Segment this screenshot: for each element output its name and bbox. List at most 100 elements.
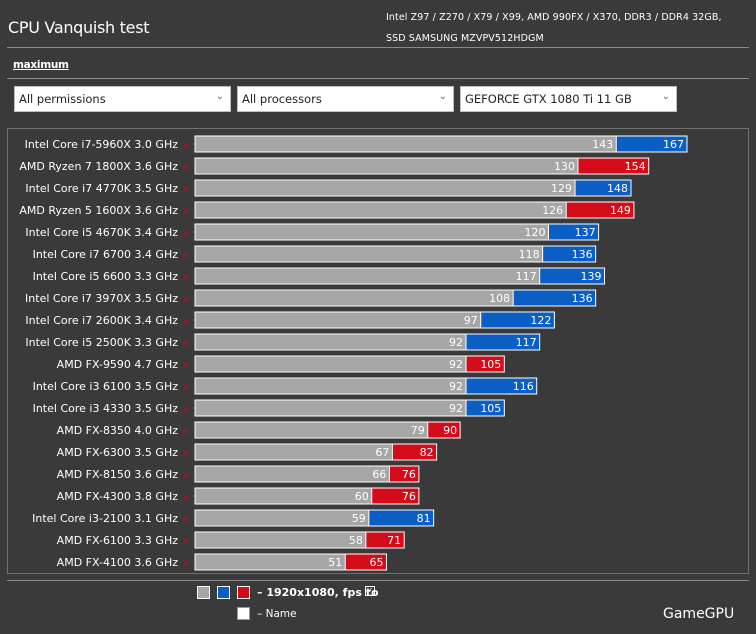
bar-min [194, 399, 467, 417]
value-label-min: 129 [551, 182, 572, 195]
cpu-label: Intel Core i7-5960X 3.0 GHz [25, 138, 179, 151]
bar-min [194, 465, 390, 483]
remove-icon: × [182, 339, 190, 349]
bar-min [194, 377, 467, 395]
name-checkbox[interactable] [237, 607, 250, 620]
remove-icon: × [182, 185, 190, 195]
value-label-max: 105 [480, 358, 501, 371]
bar-min [194, 333, 467, 351]
value-label-min: 92 [449, 380, 463, 393]
cpu-label: Intel Core i3 6100 3.5 GHz [33, 380, 179, 393]
cpu-label: Intel Core i5 6600 3.3 GHz [33, 270, 179, 283]
remove-icon: × [182, 405, 190, 415]
legend-swatch-intel [217, 586, 230, 599]
permissions-dropdown[interactable]: All permissions ⌄ [14, 86, 231, 112]
value-label-min: 117 [516, 270, 537, 283]
cpu-label: AMD Ryzen 5 1600X 3.6 GHz [19, 204, 178, 217]
value-label-max: 149 [610, 204, 631, 217]
bar-min [194, 311, 482, 329]
remove-icon: × [182, 537, 190, 547]
bar-min [194, 531, 367, 549]
remove-icon: × [182, 207, 190, 217]
chevron-down-icon: ⌄ [215, 91, 224, 102]
maximum-link[interactable]: maximum [13, 59, 69, 71]
legend-label: – 1920x1080, fps to [257, 586, 379, 599]
value-label-max: 139 [580, 270, 601, 283]
value-label-min: 120 [525, 226, 546, 239]
value-label-min: 58 [349, 534, 363, 547]
value-label-min: 118 [519, 248, 540, 261]
remove-icon: × [182, 383, 190, 393]
cpu-label: AMD FX-8150 3.6 GHz [57, 468, 179, 481]
name-label: – Name [257, 608, 297, 620]
value-label-min: 66 [372, 468, 386, 481]
value-label-max: 71 [387, 534, 401, 547]
remove-icon: × [182, 295, 190, 305]
filter-divider [7, 78, 749, 79]
checkbox-icon[interactable]: ✓ [365, 586, 375, 596]
fps-bar-chart: Intel Core i7-5960X 3.0 GHz × 143 167 AMD Ry… [19, 135, 688, 571]
bar-min [194, 179, 576, 197]
remove-icon: × [182, 449, 190, 459]
value-label-min: 60 [355, 490, 369, 503]
bar-min [194, 355, 467, 373]
value-label-min: 92 [449, 336, 463, 349]
gpu-dropdown[interactable]: GEFORCE GTX 1080 Ti 11 GB ⌄ [460, 86, 677, 112]
remove-icon: × [182, 515, 190, 525]
cpu-label: Intel Core i3 4330 3.5 GHz [33, 402, 179, 415]
value-label-min: 143 [592, 138, 613, 151]
remove-icon: × [182, 361, 190, 371]
value-label-max: 136 [572, 292, 593, 305]
value-label-max: 116 [513, 380, 534, 393]
gpu-dropdown-value: GEFORCE GTX 1080 Ti 11 GB [465, 92, 632, 106]
bar-min [194, 201, 567, 219]
cpu-label: AMD FX-4300 3.8 GHz [57, 490, 179, 503]
bar-min [194, 443, 393, 461]
test-specs-line-2: SSD SAMSUNG MZVPV512HDGM [386, 33, 544, 44]
legend-swatch-min [197, 586, 210, 599]
value-label-min: 67 [375, 446, 389, 459]
value-label-max: 76 [402, 468, 416, 481]
chart-panel: Intel Core i7-5960X 3.0 GHz × 143 167 AMD Ry… [7, 128, 749, 574]
cpu-label: Intel Core i7 4770K 3.5 GHz [25, 182, 178, 195]
cpu-label: Intel Core i7 6700 3.4 GHz [33, 248, 179, 261]
value-label-min: 79 [411, 424, 425, 437]
cpu-label: Intel Core i5 4670K 3.4 GHz [25, 226, 178, 239]
cpu-label: Intel Core i5 2500K 3.3 GHz [25, 336, 178, 349]
value-label-max: 154 [625, 160, 646, 173]
remove-icon: × [182, 317, 190, 327]
cpu-label: AMD FX-9590 4.7 GHz [57, 358, 179, 371]
chevron-down-icon: ⌄ [661, 91, 670, 102]
bar-min [194, 267, 541, 285]
processors-dropdown[interactable]: All processors ⌄ [237, 86, 454, 112]
bar-min [194, 487, 373, 505]
value-label-max: 105 [480, 402, 501, 415]
permissions-dropdown-value: All permissions [19, 92, 106, 106]
bar-min [194, 245, 544, 263]
value-label-min: 51 [328, 556, 342, 569]
value-label-min: 126 [542, 204, 563, 217]
value-label-max: 136 [572, 248, 593, 261]
value-label-max: 137 [575, 226, 596, 239]
value-label-min: 92 [449, 358, 463, 371]
cpu-label: AMD FX-6300 3.5 GHz [57, 446, 179, 459]
cpu-label: Intel Core i3-2100 3.1 GHz [32, 512, 178, 525]
value-label-min: 92 [449, 402, 463, 415]
remove-icon: × [182, 163, 190, 173]
cpu-label: Intel Core i7 2600K 3.4 GHz [25, 314, 178, 327]
test-specs-line-1: Intel Z97 / Z270 / X79 / X99, AMD 990FX … [386, 12, 722, 23]
bar-min [194, 421, 429, 439]
value-label-min: 59 [352, 512, 366, 525]
legend-swatch-amd [237, 586, 250, 599]
value-label-max: 122 [530, 314, 551, 327]
value-label-max: 90 [443, 424, 457, 437]
bar-min [194, 135, 617, 153]
bar-min [194, 289, 514, 307]
remove-icon: × [182, 471, 190, 481]
cpu-label: Intel Core i7 3970X 3.5 GHz [25, 292, 178, 305]
gamegpu-watermark: GameGPU [663, 606, 735, 622]
bar-min [194, 553, 346, 571]
value-label-max: 167 [663, 138, 684, 151]
cpu-label: AMD Ryzen 7 1800X 3.6 GHz [19, 160, 178, 173]
remove-icon: × [182, 559, 190, 569]
